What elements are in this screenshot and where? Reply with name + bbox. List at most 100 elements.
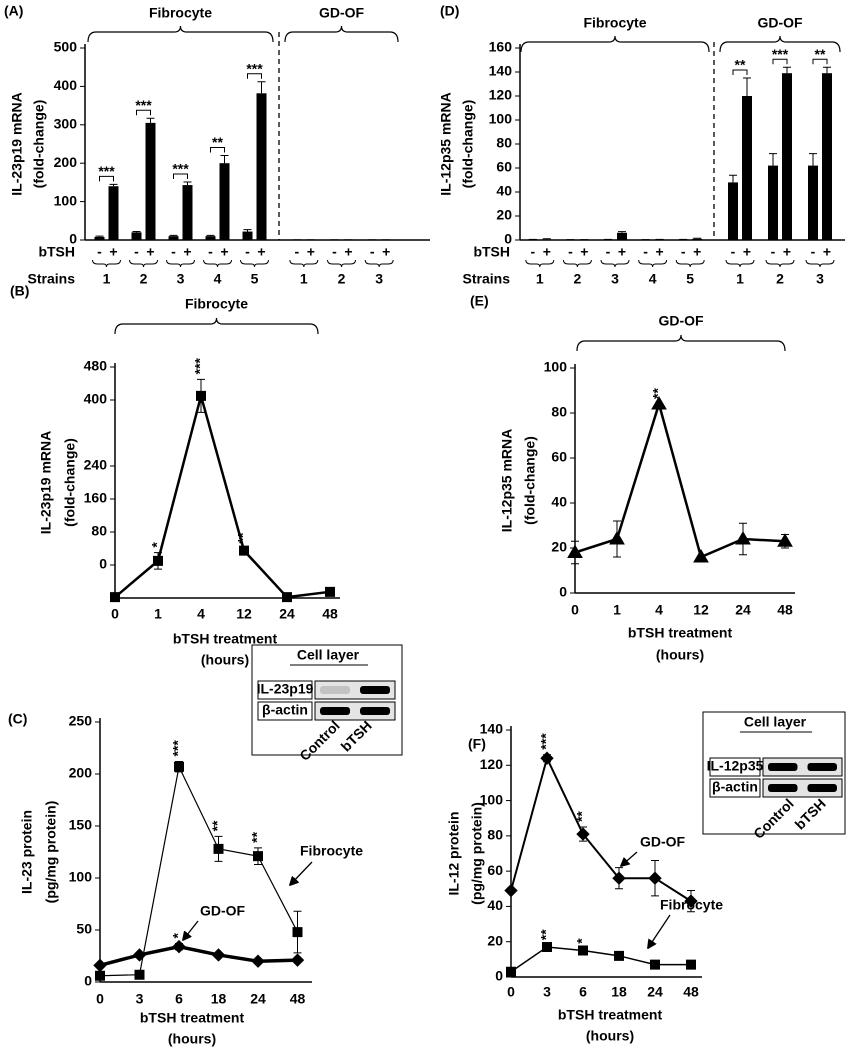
error-bar xyxy=(769,153,777,166)
y-tick-label: 0 xyxy=(84,973,92,989)
y-tick-label: 20 xyxy=(496,207,512,223)
significance-stars: ** xyxy=(249,831,265,842)
treatment-axis-label: bTSH xyxy=(473,244,510,260)
marker xyxy=(504,883,518,898)
marker xyxy=(172,939,186,954)
treatment-label: + xyxy=(307,244,315,260)
y-axis-label: IL-23p19 mRNA xyxy=(9,92,25,195)
error-bar xyxy=(729,174,737,183)
strain-bracket xyxy=(675,259,705,268)
error-bar xyxy=(206,234,215,237)
marker xyxy=(648,871,662,885)
y-tick-label: 240 xyxy=(84,457,108,473)
x-tick-label: 4 xyxy=(197,606,205,622)
error-bar xyxy=(257,81,266,94)
y-tick-label: 40 xyxy=(551,494,567,510)
group-bracket xyxy=(576,334,786,352)
y-axis-label: IL-12p35 mRNA xyxy=(438,92,454,195)
group-label: GD-OF xyxy=(757,15,803,31)
significance-stars: *** xyxy=(170,740,186,757)
y-tick-label: 60 xyxy=(551,449,567,465)
x-tick-label: 24 xyxy=(735,602,751,618)
inset-title: Cell layer xyxy=(744,714,807,730)
y-tick-label: 100 xyxy=(480,791,504,807)
annotation-arrow xyxy=(183,920,199,940)
y-tick-label: 40 xyxy=(496,183,512,199)
x-tick-label: 4 xyxy=(655,602,663,618)
x-tick-label: 0 xyxy=(111,606,119,622)
error-bar xyxy=(146,117,155,123)
blot-row-label: β-actin xyxy=(262,702,308,718)
marker xyxy=(211,948,226,962)
group-label: Fibrocyte xyxy=(185,296,248,312)
y-tick-label: 140 xyxy=(480,721,504,737)
error-bar xyxy=(783,66,791,74)
treatment-label: + xyxy=(382,244,390,260)
bar xyxy=(782,73,792,240)
treatment-label: - xyxy=(643,244,648,260)
bar xyxy=(242,231,253,240)
blot-strip xyxy=(762,778,843,798)
strain-label: 1 xyxy=(736,271,744,287)
strain-bracket xyxy=(725,259,755,268)
bar xyxy=(256,93,267,240)
bar xyxy=(822,73,832,240)
bar xyxy=(168,236,179,240)
strain-label: 2 xyxy=(140,271,148,287)
panel-label: (C) xyxy=(8,711,27,727)
blot-band xyxy=(320,707,350,715)
marker xyxy=(777,533,793,547)
panel-label: (F) xyxy=(468,736,486,752)
significance-stars: *** xyxy=(246,60,263,76)
significance-stars: ** xyxy=(235,532,251,543)
significance-stars: *** xyxy=(538,733,554,750)
x-tick-label: 48 xyxy=(777,602,793,618)
strain-bracket xyxy=(600,259,630,268)
treatment-label: + xyxy=(743,244,751,260)
series-line xyxy=(99,944,298,968)
bar xyxy=(145,122,156,240)
y-axis-label: (fold-change) xyxy=(31,100,47,189)
blot-label-box xyxy=(257,680,313,700)
x-axis-label: bTSH treatment xyxy=(140,1010,245,1026)
treatment-label: + xyxy=(656,244,664,260)
marker xyxy=(290,953,305,967)
y-tick-label: 150 xyxy=(69,817,93,833)
marker xyxy=(567,544,583,558)
x-axis-label: (hours) xyxy=(586,1028,634,1044)
error-bar xyxy=(693,237,702,239)
strain-label: 3 xyxy=(816,271,824,287)
blot-band xyxy=(807,784,837,792)
y-tick-label: 480 xyxy=(84,358,108,374)
blot-band xyxy=(360,686,390,694)
x-tick-label: 3 xyxy=(136,991,144,1007)
x-tick-label: 0 xyxy=(571,602,579,618)
y-tick-label: 0 xyxy=(495,968,503,984)
x-tick-label: 48 xyxy=(290,991,306,1007)
treatment-label: + xyxy=(783,244,791,260)
y-tick-label: 60 xyxy=(496,159,512,175)
y-tick-label: 0 xyxy=(99,556,107,572)
bar xyxy=(131,232,142,240)
treatment-label: - xyxy=(568,244,573,260)
inset-title: Cell layer xyxy=(297,647,360,663)
strain-bracket xyxy=(240,259,269,268)
significance-stars: * xyxy=(574,938,590,944)
bar xyxy=(205,236,216,240)
group-label: GD-OF xyxy=(319,5,365,21)
marker xyxy=(506,966,516,977)
strain-bracket xyxy=(765,259,795,268)
strain-bracket xyxy=(166,259,195,268)
marker xyxy=(95,970,105,981)
panel-label: (A) xyxy=(4,3,23,19)
blot-row-label: IL-23p19 xyxy=(257,681,314,697)
y-tick-label: 120 xyxy=(480,756,504,772)
y-tick-label: 40 xyxy=(487,897,503,913)
y-axis-label: IL-23p19 mRNA xyxy=(38,431,54,534)
group-bracket xyxy=(114,317,319,335)
group-label: Fibrocyte xyxy=(583,15,646,31)
strain-bracket xyxy=(638,259,668,268)
significance-stars: ** xyxy=(815,46,826,62)
error-bar xyxy=(809,153,817,166)
y-tick-label: 120 xyxy=(489,87,513,103)
